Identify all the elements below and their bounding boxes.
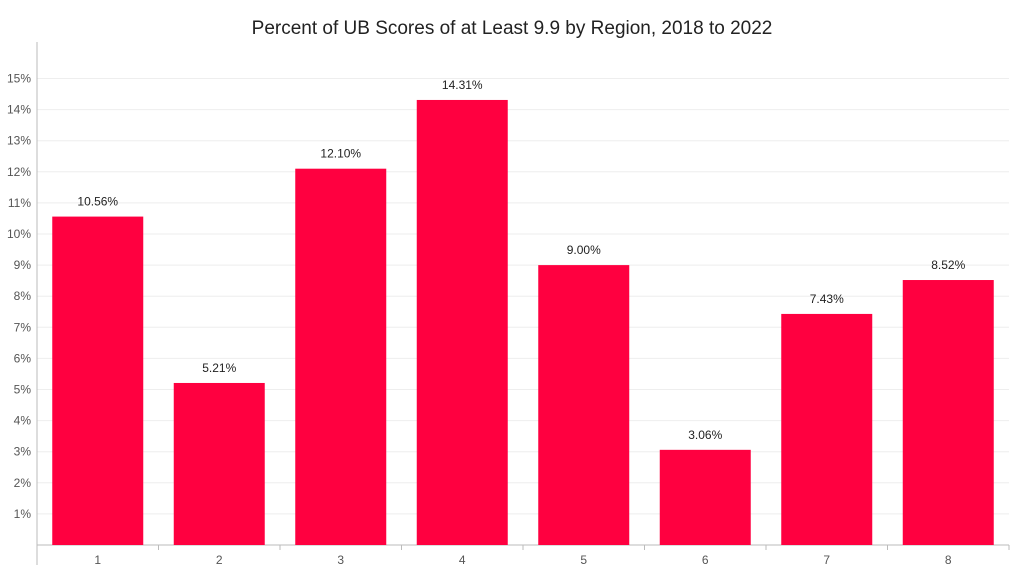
x-tick-label: 5 xyxy=(580,553,587,567)
bars xyxy=(52,99,994,546)
bar xyxy=(781,313,873,545)
bar xyxy=(659,449,751,545)
x-tick-label: 7 xyxy=(823,553,830,567)
bar xyxy=(538,265,630,545)
data-label: 3.06% xyxy=(688,428,722,442)
y-tick-label: 5% xyxy=(14,383,32,397)
x-tick-label: 8 xyxy=(945,553,952,567)
bar xyxy=(173,382,265,545)
data-label: 14.31% xyxy=(442,78,483,92)
data-label: 5.21% xyxy=(202,361,236,375)
y-tick-label: 7% xyxy=(14,320,32,334)
x-tick-label: 2 xyxy=(216,553,223,567)
data-label: 8.52% xyxy=(931,258,965,272)
y-tick-label: 9% xyxy=(14,258,32,272)
y-tick-labels: 1% 2% 3% 4% 5% 6% 7% 8% 9% 10% 11% 12% 13% 14% 15% xyxy=(7,72,31,521)
x-tick-labels: 1 2 3 4 5 6 7 8 xyxy=(94,553,952,567)
y-tick-label: 10% xyxy=(7,227,31,241)
y-tick-label: 11% xyxy=(8,196,31,210)
y-tick-label: 3% xyxy=(14,445,32,459)
y-tick-label: 4% xyxy=(14,414,32,428)
data-labels: 10.56% 5.21% 12.10% 14.31% 9.00% 3.06% 7.43% 8.… xyxy=(77,78,965,442)
chart-title: Percent of UB Scores of at Least 9.9 by … xyxy=(251,18,773,39)
y-tick-label: 15% xyxy=(7,72,31,86)
y-tick-label: 14% xyxy=(7,103,31,117)
y-tick-label: 13% xyxy=(7,134,31,148)
data-label: 12.10% xyxy=(320,147,361,161)
data-label: 9.00% xyxy=(567,243,601,257)
x-tick-label: 6 xyxy=(702,553,709,567)
data-label: 7.43% xyxy=(810,292,844,306)
y-tick-label: 6% xyxy=(14,351,32,365)
x-tick-label: 4 xyxy=(459,553,466,567)
bar xyxy=(902,280,994,545)
y-tick-label: 8% xyxy=(14,289,32,303)
bar xyxy=(416,99,508,546)
y-tick-label: 2% xyxy=(14,476,32,490)
x-tick-label: 3 xyxy=(337,553,344,567)
bar xyxy=(52,216,144,546)
y-tick-label: 1% xyxy=(14,507,32,521)
data-label: 10.56% xyxy=(77,195,118,209)
x-tick-label: 1 xyxy=(94,553,101,567)
bar xyxy=(295,168,387,545)
y-tick-label: 12% xyxy=(7,165,31,179)
